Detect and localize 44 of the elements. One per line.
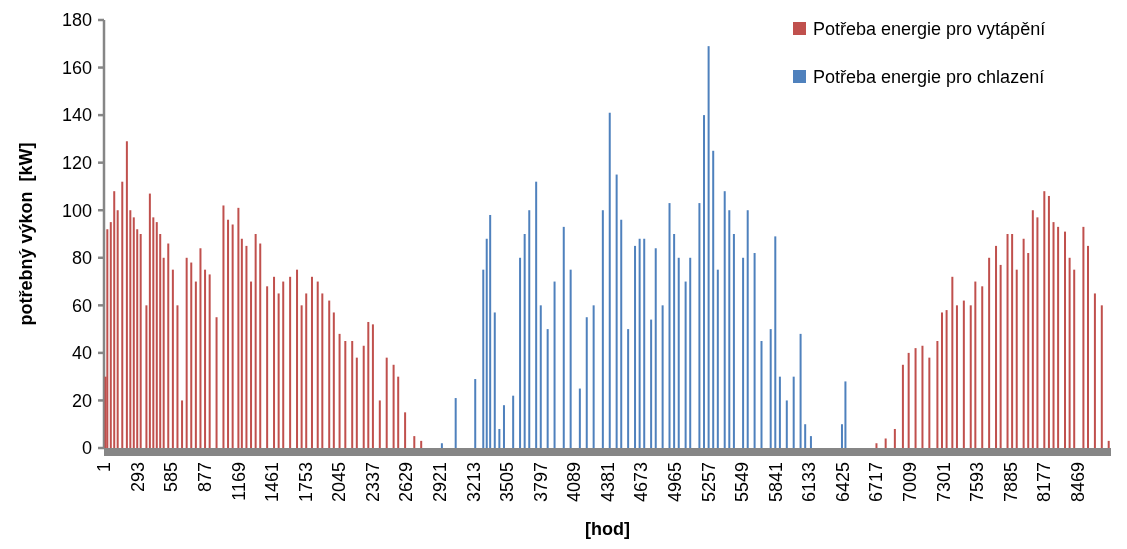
x-tick-label: 4089: [564, 462, 585, 503]
y-tick-label: 180: [61, 10, 92, 31]
y-tick-label: 20: [71, 390, 92, 411]
y-tick-label: 60: [71, 295, 92, 316]
x-axis-title: [hod]: [585, 519, 630, 539]
x-tick-label: 7009: [899, 462, 920, 503]
x-tick-label: 1461: [262, 462, 283, 503]
y-tick-label: 100: [61, 200, 92, 221]
x-tick-label: 1169: [228, 462, 249, 501]
x-tick-label: 5257: [698, 462, 719, 503]
x-tick-label: 6133: [799, 462, 820, 503]
x-tick-label: 5549: [732, 462, 753, 503]
x-tick-label: 2921: [430, 462, 450, 503]
x-tick-label: 4381: [597, 462, 618, 503]
x-tick-label: 4673: [631, 462, 652, 503]
y-tick-label: 40: [71, 343, 92, 364]
x-tick-label: 2629: [396, 462, 417, 503]
legend-label: Potřeba energie pro vytápění: [813, 19, 1046, 40]
x-tick-label: 2337: [362, 462, 383, 503]
legend-label: Potřeba energie pro chlazení: [813, 67, 1045, 88]
x-tick-label: 3505: [497, 462, 518, 503]
y-tick-label: 160: [61, 57, 92, 78]
x-tick-label: 5841: [765, 462, 786, 503]
x-tick-label: 1: [94, 462, 115, 473]
x-tick-label: 8469: [1067, 462, 1088, 503]
x-tick-label: 7593: [967, 462, 988, 503]
x-tick-label: 7885: [1000, 462, 1021, 503]
x-tick-label: 4965: [665, 462, 685, 503]
x-tick-label: 877: [195, 462, 216, 493]
y-tick-label: 80: [71, 248, 92, 269]
y-tick-label: 120: [61, 152, 92, 173]
x-tick-label: 2045: [329, 462, 350, 503]
x-tick-label: 3213: [463, 462, 484, 503]
x-tick-label: 293: [127, 462, 148, 493]
x-tick-label: 6717: [866, 462, 887, 503]
x-tick-label: 6425: [832, 462, 853, 503]
x-tick-label: 3797: [530, 462, 551, 503]
y-tick-label: 0: [81, 438, 92, 459]
x-tick-label: 585: [161, 462, 182, 493]
y-tick-label: 140: [61, 105, 92, 126]
x-tick-label: 8177: [1034, 462, 1055, 503]
y-axis-title: potřebný výkon [kW]: [16, 142, 37, 326]
x-tick-label: 7301: [933, 462, 954, 503]
x-tick-label: 1753: [295, 462, 316, 503]
